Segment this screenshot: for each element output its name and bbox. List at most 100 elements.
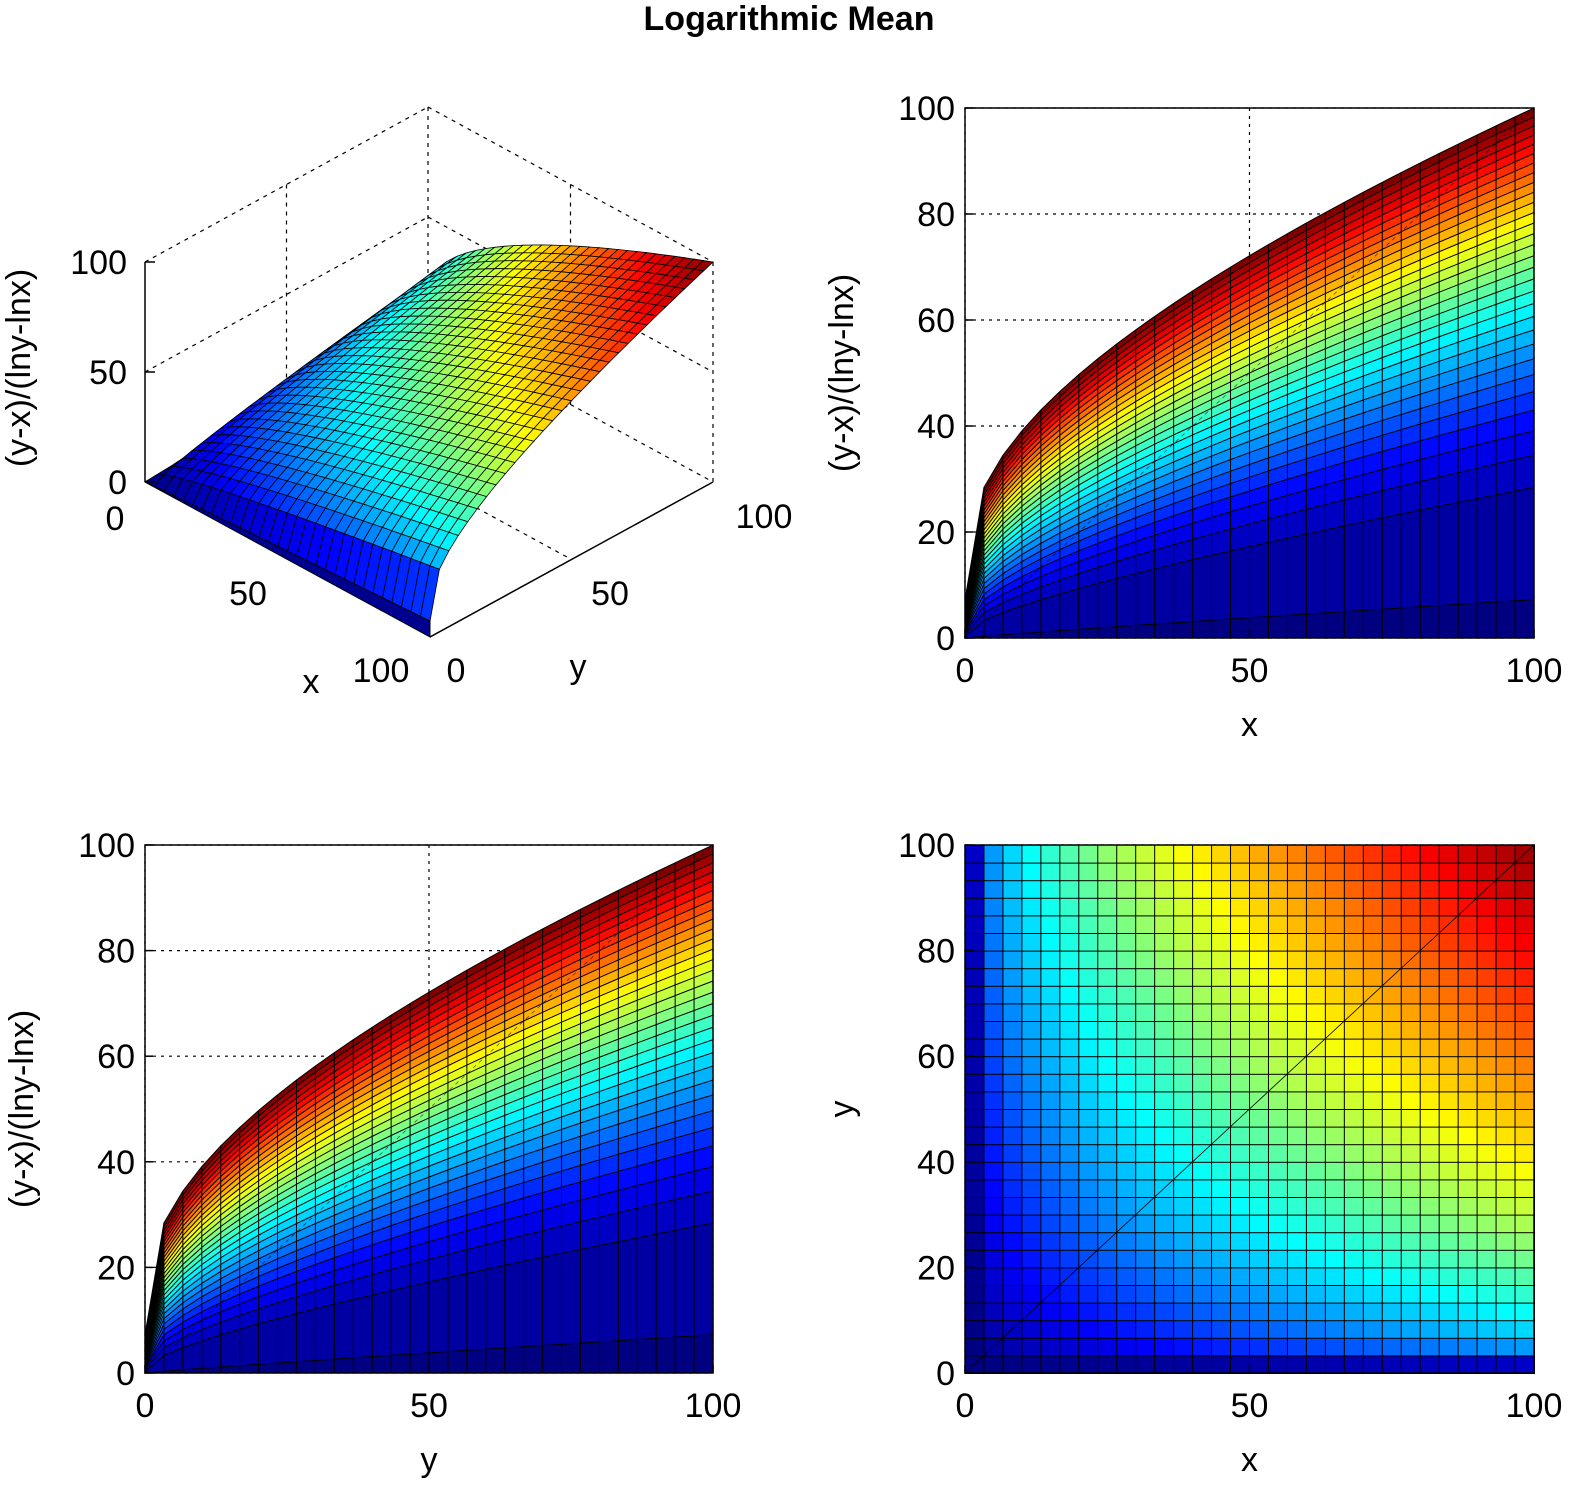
- heatmap-cell: [1192, 967, 1213, 987]
- heatmap-cell: [1457, 1196, 1479, 1216]
- heatmap-cell: [1040, 1178, 1061, 1199]
- heatmap-cell: [1135, 1090, 1156, 1111]
- y-tick-label: 60: [917, 1038, 955, 1076]
- heatmap-cell: [1059, 1161, 1080, 1181]
- heatmap-cell: [1286, 914, 1308, 935]
- heatmap-cell: [1192, 862, 1213, 882]
- heatmap-cell: [1457, 1090, 1479, 1111]
- heatmap-cell: [1267, 1214, 1289, 1234]
- heatmap-cell: [1078, 1319, 1099, 1339]
- heatmap-cell: [1324, 1126, 1346, 1146]
- heatmap-cell: [1514, 1020, 1535, 1040]
- x-tick-label: 0: [136, 1387, 155, 1425]
- heatmap-cell: [964, 967, 985, 987]
- heatmap-cell: [1476, 914, 1498, 935]
- heatmap-cell: [1040, 897, 1061, 917]
- heatmap-cell: [1305, 1143, 1327, 1163]
- heatmap-cell: [1457, 1161, 1479, 1181]
- heatmap-cell: [1002, 1126, 1023, 1146]
- heatmap-cell: [1305, 1196, 1327, 1216]
- heatmap-cell: [1249, 1143, 1270, 1163]
- heatmap-cell: [1135, 862, 1156, 882]
- heatmap-cell: [1267, 1319, 1289, 1339]
- z-tick-label: 0: [108, 464, 127, 502]
- heatmap-cell: [1419, 1143, 1441, 1163]
- y-axis-line: [429, 481, 714, 638]
- heatmap-cell: [1135, 932, 1156, 952]
- heatmap-cell: [1097, 1055, 1118, 1075]
- heatmap-cell: [964, 1266, 985, 1287]
- heatmap-cell: [1192, 1002, 1213, 1023]
- heatmap-cell: [1135, 1266, 1156, 1287]
- heatmap-cell: [1059, 914, 1080, 935]
- heatmap-cell: [1362, 879, 1384, 899]
- heatmap-cell: [1021, 1002, 1042, 1023]
- heatmap-cell: [1116, 985, 1137, 1005]
- heatmap-cell: [1514, 1108, 1535, 1128]
- heatmap-cell: [1021, 1284, 1042, 1304]
- heatmap-cell: [1021, 1178, 1042, 1199]
- heatmap-cell: [1381, 914, 1403, 935]
- heatmap-cell: [1059, 1038, 1080, 1058]
- heatmap-cell: [1097, 1020, 1118, 1040]
- heatmap-cell: [1381, 1143, 1403, 1163]
- heatmap-cell: [1021, 1020, 1042, 1040]
- heatmap-cell: [1116, 914, 1137, 935]
- heatmap-cell: [1400, 932, 1422, 952]
- heatmap-cell: [1059, 1302, 1080, 1322]
- heatmap-cell: [1457, 1319, 1479, 1339]
- heatmap-cell: [1495, 1108, 1517, 1128]
- heatmap-cell: [1457, 1302, 1479, 1322]
- heatmap-cell: [1230, 862, 1251, 882]
- heatmap-cell: [1135, 1302, 1156, 1322]
- heatmap-cell: [1059, 1055, 1080, 1075]
- heatmap-cell: [1059, 879, 1080, 899]
- heatmap-cell: [1400, 1055, 1422, 1075]
- heatmap-cell: [1438, 1196, 1460, 1216]
- heatmap-cell: [1362, 1055, 1384, 1075]
- heatmap-cell: [1343, 1038, 1365, 1058]
- heatmap-cell: [1343, 1090, 1365, 1111]
- heatmap-cell: [1514, 1337, 1535, 1357]
- heatmap-cell: [1419, 1108, 1441, 1128]
- heatmap-cell: [1211, 1020, 1232, 1040]
- heatmap-cell: [1249, 1126, 1270, 1146]
- heatmap-cell: [1173, 844, 1194, 864]
- heatmap-cell: [1476, 967, 1498, 987]
- heatmap-cell: [1154, 1126, 1175, 1146]
- heatmap-cell: [1173, 1337, 1194, 1357]
- heatmap-cell: [1002, 1302, 1023, 1322]
- heatmap-cell: [1173, 1073, 1194, 1093]
- heatmap-cell: [1116, 862, 1137, 882]
- heatmap-cell: [1192, 914, 1213, 935]
- heatmap-cell: [1173, 1108, 1194, 1128]
- heatmap-cell: [1457, 950, 1479, 970]
- heatmap-cell: [1438, 862, 1460, 882]
- x-axis-label: x: [303, 663, 320, 701]
- heatmap-cell: [1192, 1302, 1213, 1322]
- heatmap-cell: [1343, 1284, 1365, 1304]
- heatmap-cell: [1230, 932, 1251, 952]
- x-tick-label: 0: [956, 652, 975, 690]
- heatmap-cell: [1267, 1354, 1289, 1375]
- subplot-3: 0 50 100 0 20 40 60 80 100 y (y-x)/(lny-lnx): [3, 827, 741, 1479]
- heatmap-cell: [1173, 862, 1194, 882]
- heatmap-cell: [1154, 1249, 1175, 1269]
- heatmap-cell: [1154, 1161, 1175, 1181]
- heatmap-cell: [1059, 1196, 1080, 1216]
- heatmap-cell: [1097, 967, 1118, 987]
- heatmap-cell: [1135, 897, 1156, 917]
- heatmap-cell: [1249, 1178, 1270, 1199]
- heatmap-cell: [1135, 1108, 1156, 1128]
- heatmap-cell: [1305, 1284, 1327, 1304]
- heatmap-cell: [1400, 862, 1422, 882]
- heatmap-cell: [1249, 1214, 1270, 1234]
- heatmap-cell: [1002, 1214, 1023, 1234]
- heatmap-cell: [1400, 1337, 1422, 1357]
- heatmap-cell: [1381, 932, 1403, 952]
- heatmap-cell: [1211, 1090, 1232, 1111]
- heatmap-cell: [1021, 914, 1042, 935]
- y-tick-label: 20: [917, 514, 955, 552]
- x-tick-label: 50: [1231, 652, 1269, 690]
- heatmap-cell: [1495, 897, 1517, 917]
